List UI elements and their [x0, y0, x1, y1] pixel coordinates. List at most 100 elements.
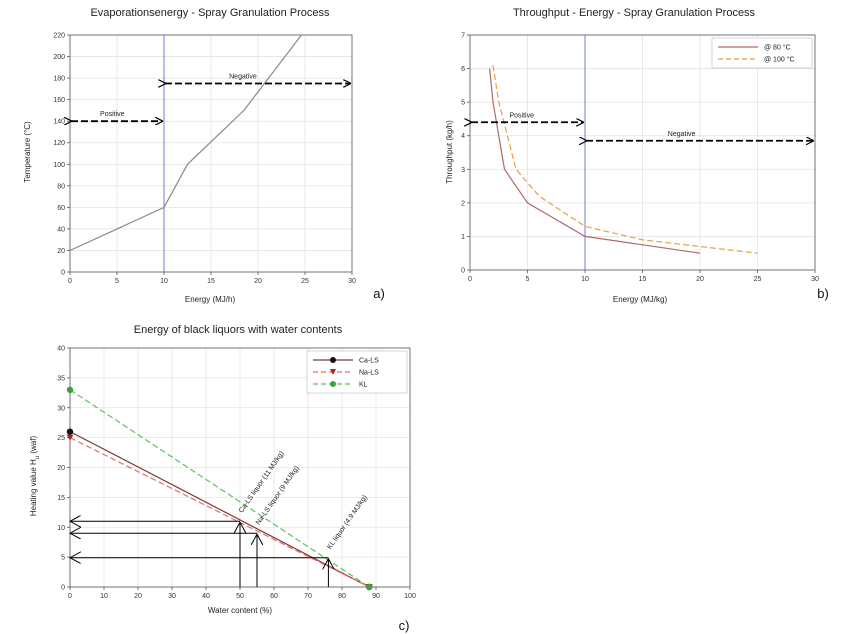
chart-b-ylabel: Throughput (kg/h) [445, 120, 454, 184]
chart-c-ytick-label: 5 [61, 555, 65, 562]
chart-c-ytick-label: 10 [57, 525, 65, 532]
chart-a-ytick-label: 140 [53, 119, 65, 126]
chart-b-series-group [489, 65, 758, 254]
chart-c-legend-label-2: Na-LS [359, 370, 379, 377]
chart-c-ytick-label: 30 [57, 405, 65, 412]
chart-c-series-group [70, 389, 370, 587]
chart-c-legend-marker-3 [330, 381, 336, 387]
chart-c-plot: 0 10 20 30 40 50 60 70 80 90 100 0 5 10 15 20 25 30 35 40 Ca… [57, 346, 416, 601]
chart-b-panel-label: b) [817, 286, 829, 301]
chart-a-plot: 0 5 10 15 20 25 30 0 20 40 60 80 100 120 140 160 180 200 2… [53, 33, 356, 286]
chart-c-ytick-label: 40 [57, 346, 65, 353]
chart-a-ytick-label: 100 [53, 162, 65, 169]
chart-c-xtick-label: 50 [236, 593, 244, 600]
chart-c-xtick-label: 90 [372, 593, 380, 600]
chart-a-xtick-label: 15 [207, 278, 215, 285]
chart-c-xtick-label: 40 [202, 593, 210, 600]
chart-c-series-marker-1 [66, 428, 74, 435]
chart-b-title: Throughput - Energy - Spray Granulation … [513, 7, 756, 19]
chart-a-panel-label: a) [373, 286, 385, 301]
chart-a-series-group [70, 35, 303, 252]
chart-b-ytick-label: 1 [461, 234, 465, 241]
chart-a-ytick-label: 20 [57, 248, 65, 255]
chart-c-xtick-label: 30 [168, 593, 176, 600]
chart-c-ylabel-main: Heating value H [29, 459, 38, 516]
chart-a-xlabel: Energy (MJ/h) [185, 295, 236, 304]
chart-c-xlabel: Water content (%) [208, 606, 273, 615]
chart-c-xtick-label: 10 [100, 593, 108, 600]
chart-a-ytick-label: 60 [57, 205, 65, 212]
chart-b-xtick-label: 10 [581, 276, 589, 283]
chart-a-xtick-label: 25 [301, 278, 309, 285]
chart-a-ytick-label: 220 [53, 33, 65, 40]
chart-c-legend-label-1: Ca-LS [359, 358, 379, 365]
chart-c-ytick-label: 35 [57, 375, 65, 382]
chart-b-ytick-label: 0 [461, 268, 465, 275]
chart-c-series-line-2 [70, 437, 370, 587]
chart-c-ytick-label: 0 [61, 585, 65, 592]
chart-c-ytick-label: 20 [57, 465, 65, 472]
chart-b-legend-label-2: @ 100 °C [764, 56, 795, 64]
chart-b-legend-label-1: @ 80 °C [764, 44, 791, 52]
chart-c-ylabel-suffix: (waf) [29, 436, 38, 456]
chart-b-ytick-label: 4 [461, 133, 465, 140]
chart-c-legend-marker-1 [330, 357, 336, 363]
chart-c-xtick-label: 80 [338, 593, 346, 600]
chart-b-ytick-label: 3 [461, 167, 465, 174]
chart-c-annotation-label-3: KL liquor (4.9 MJ/kg) [326, 494, 369, 551]
chart-a-xtick-label: 5 [115, 278, 119, 285]
chart-b-region-label-2: Negative [668, 131, 696, 138]
chart-c-series-line-3 [70, 389, 370, 587]
chart-a-region-label-1: Positive [100, 111, 125, 118]
chart-b-xlabel: Energy (MJ/kg) [613, 295, 668, 304]
chart-c-panel-label: c) [399, 618, 410, 633]
chart-b-xtick-label: 0 [468, 276, 472, 283]
chart-b: Throughput - Energy - Spray Granulation … [445, 7, 829, 304]
chart-b-ytick-label: 5 [461, 100, 465, 107]
chart-a-ytick-label: 200 [53, 54, 65, 61]
chart-c-annotation-label-1: Ca-LS liquor (11 MJ/kg) [238, 450, 286, 514]
chart-a-ytick-label: 40 [57, 226, 65, 233]
chart-b-legend-box [711, 37, 813, 69]
chart-c-xtick-label: 0 [68, 593, 72, 600]
chart-b-xtick-label: 20 [696, 276, 704, 283]
chart-c-xtick-label: 20 [134, 593, 142, 600]
chart-b-region-label-1: Positive [509, 112, 534, 119]
chart-a-xtick-label: 30 [348, 278, 356, 285]
chart-a-ytick-label: 0 [61, 270, 65, 277]
chart-c-legend-marker-2 [330, 369, 336, 375]
chart-b-ytick-label: 2 [461, 200, 465, 207]
chart-a-ylabel: Temperature (°C) [23, 121, 32, 183]
chart-c-ylabel-sub: u [35, 456, 41, 459]
chart-c-xtick-label: 70 [304, 593, 312, 600]
chart-c-title: Energy of black liquors with water conte… [134, 324, 343, 336]
chart-a-title: Evaporationsenergy - Spray Granulation P… [90, 7, 330, 19]
chart-a-ytick-label: 160 [53, 97, 65, 104]
chart-b-xtick-label: 25 [754, 276, 762, 283]
chart-c-ytick-label: 15 [57, 495, 65, 502]
chart-c-legend-label-3: KL [359, 382, 368, 389]
chart-a-ytick-label: 120 [53, 140, 65, 147]
chart-b-xtick-label: 5 [526, 276, 530, 283]
chart-b-ytick-label: 6 [461, 66, 465, 73]
chart-b-xtick-label: 30 [811, 276, 819, 283]
chart-a-xtick-label: 10 [160, 278, 168, 285]
chart-c-series-marker-2 [66, 434, 74, 441]
chart-a: Evaporationsenergy - Spray Granulation P… [23, 7, 385, 304]
chart-a-ytick-label: 180 [53, 76, 65, 83]
chart-c-annotation-label-2: Na-LS liquor (9 MJ/kg) [255, 465, 301, 526]
chart-a-series-line-1 [70, 35, 303, 252]
chart-a-xtick-label: 0 [68, 278, 72, 285]
chart-a-ytick-label: 80 [57, 183, 65, 190]
chart-a-region-label-2: Negative [229, 73, 257, 80]
chart-c-xtick-label: 100 [404, 593, 416, 600]
chart-b-ytick-label: 7 [461, 33, 465, 40]
chart-a-xtick-label: 20 [254, 278, 262, 285]
chart-b-series-line-2 [492, 65, 758, 254]
chart-c-xtick-label: 60 [270, 593, 278, 600]
chart-c-series-line-1 [70, 431, 370, 587]
chart-b-plot: 0 5 10 15 20 25 30 0 1 2 3 4 5 6 7 Positive Negative @ 80… [461, 33, 819, 284]
chart-c: Energy of black liquors with water conte… [29, 324, 416, 633]
chart-b-series-line-1 [489, 68, 701, 254]
